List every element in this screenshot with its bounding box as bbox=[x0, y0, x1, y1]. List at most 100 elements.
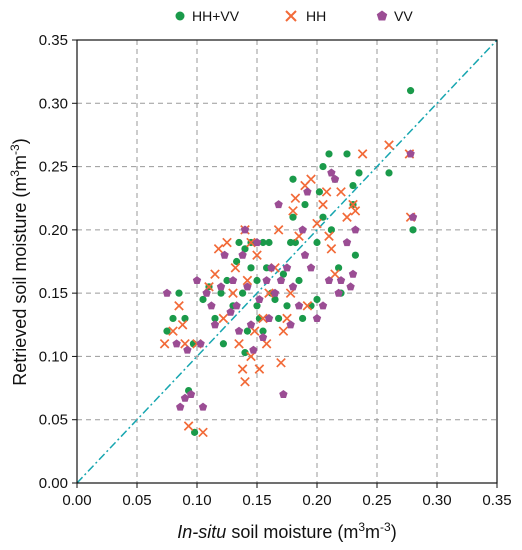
data-point bbox=[240, 225, 250, 234]
data-point bbox=[210, 320, 220, 329]
data-point bbox=[183, 345, 192, 354]
data-point bbox=[336, 276, 346, 285]
data-point bbox=[290, 193, 301, 204]
legend-marker-hhvv bbox=[175, 11, 185, 21]
data-point bbox=[217, 289, 225, 297]
data-point bbox=[235, 238, 243, 247]
gridlines bbox=[77, 40, 497, 483]
data-point bbox=[342, 212, 352, 223]
data-point bbox=[408, 212, 418, 221]
y-axis-label: Retrieved soil moisture (m3m-3) bbox=[8, 138, 30, 385]
data-point bbox=[222, 237, 232, 248]
data-point bbox=[253, 302, 261, 310]
data-point bbox=[335, 264, 343, 272]
data-point bbox=[300, 250, 310, 259]
data-point bbox=[228, 288, 238, 298]
data-point bbox=[289, 213, 297, 221]
data-point bbox=[191, 428, 199, 436]
x-axis-ticks: 0.00 0.05 0.10 0.15 0.20 0.25 0.30 0.35 bbox=[62, 483, 512, 509]
data-point bbox=[243, 327, 251, 335]
data-point bbox=[295, 276, 303, 285]
x-tick-label: 0.15 bbox=[242, 492, 271, 509]
data-point bbox=[291, 238, 299, 247]
data-point bbox=[385, 169, 393, 177]
y-tick-label: 0.15 bbox=[39, 285, 68, 302]
data-point bbox=[162, 288, 172, 297]
data-point bbox=[299, 314, 307, 323]
data-point bbox=[175, 289, 183, 297]
data-point bbox=[318, 301, 328, 310]
y-tick-label: 0.20 bbox=[39, 222, 68, 239]
data-point bbox=[271, 295, 279, 304]
data-point bbox=[288, 282, 298, 291]
data-point bbox=[177, 319, 188, 330]
data-point bbox=[409, 226, 417, 234]
series-hh-vv bbox=[163, 87, 417, 436]
y-tick-label: 0.00 bbox=[39, 475, 68, 492]
legend-label-hh: HH bbox=[306, 8, 326, 24]
data-point bbox=[199, 295, 207, 304]
data-point bbox=[306, 174, 316, 185]
data-point bbox=[275, 314, 283, 323]
data-point bbox=[216, 282, 226, 291]
y-tick-label: 0.05 bbox=[39, 412, 68, 429]
data-point bbox=[210, 269, 220, 279]
data-point bbox=[274, 200, 283, 209]
data-point bbox=[258, 333, 268, 341]
data-point bbox=[211, 314, 219, 323]
data-point bbox=[313, 295, 321, 304]
data-point bbox=[357, 149, 368, 159]
data-point bbox=[348, 269, 358, 278]
data-point bbox=[241, 245, 249, 253]
data-point bbox=[312, 314, 322, 323]
data-point bbox=[273, 225, 284, 235]
data-point bbox=[262, 276, 271, 285]
data-point bbox=[253, 276, 261, 285]
plot-frame bbox=[76, 39, 498, 484]
data-point bbox=[303, 187, 312, 196]
data-point bbox=[255, 295, 264, 304]
data-point bbox=[243, 282, 252, 291]
data-point bbox=[334, 288, 343, 297]
data-point bbox=[198, 427, 208, 438]
data-point bbox=[181, 314, 189, 323]
data-point bbox=[301, 200, 309, 209]
data-point bbox=[326, 244, 337, 254]
data-point bbox=[252, 238, 262, 247]
data-point bbox=[159, 338, 170, 349]
y-tick-label: 0.25 bbox=[39, 159, 68, 176]
data-point bbox=[324, 276, 334, 285]
x-tick-label: 0.30 bbox=[422, 492, 451, 509]
data-point bbox=[174, 300, 184, 311]
data-point bbox=[327, 168, 336, 177]
x-tick-label: 0.00 bbox=[62, 492, 91, 509]
data-point bbox=[223, 276, 231, 285]
data-point bbox=[406, 149, 415, 158]
data-point bbox=[325, 150, 333, 158]
data-point bbox=[318, 199, 328, 210]
data-point bbox=[228, 276, 238, 285]
data-point bbox=[186, 390, 196, 398]
data-point bbox=[192, 276, 202, 285]
data-point bbox=[279, 270, 287, 278]
data-point bbox=[330, 269, 340, 279]
data-point bbox=[346, 282, 355, 291]
data-point bbox=[247, 264, 255, 272]
series-vv bbox=[162, 149, 418, 411]
data-point bbox=[336, 187, 346, 197]
data-point bbox=[343, 150, 351, 158]
data-point bbox=[267, 263, 276, 272]
data-point bbox=[288, 206, 298, 216]
data-point bbox=[350, 206, 361, 216]
x-tick-label: 0.10 bbox=[182, 492, 211, 509]
data-point bbox=[302, 300, 313, 311]
data-point bbox=[198, 402, 208, 411]
data-point bbox=[163, 327, 171, 335]
data-point bbox=[351, 251, 359, 259]
data-point bbox=[207, 301, 216, 310]
data-point bbox=[306, 263, 316, 272]
data-point bbox=[407, 87, 415, 95]
data-point bbox=[270, 288, 280, 297]
data-point bbox=[196, 339, 205, 348]
data-point bbox=[286, 320, 295, 329]
